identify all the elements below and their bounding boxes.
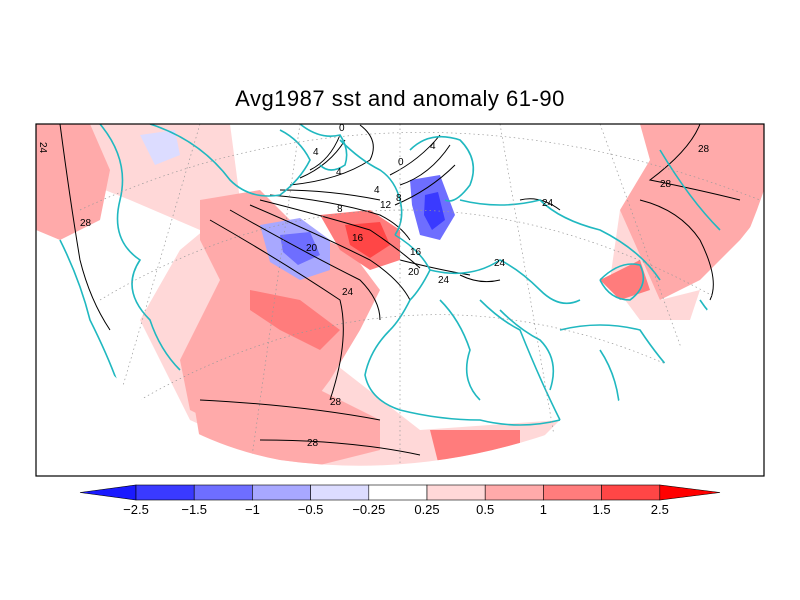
- contour-line: [299, 139, 346, 179]
- contour-line: [229, 209, 381, 321]
- anomaly-greenland-negative: [140, 130, 180, 165]
- colorbar: −2.5 −1.5 −1 −0.5 −0.25 0.25 0.5 1 1.5 2.5: [79, 484, 721, 517]
- contour-line: [394, 164, 456, 206]
- contour-label: 28: [660, 179, 672, 190]
- colorbar-tick-label: −1.5: [181, 502, 207, 517]
- colorbar-tick-label: −2.5: [123, 502, 149, 517]
- colorbar-segment: [426, 484, 486, 501]
- colorbar-arrow-high: [659, 484, 721, 501]
- contour-label: 28: [330, 397, 342, 408]
- colorbar-segment: [368, 484, 428, 501]
- contour-line: [399, 259, 471, 276]
- contour-label: 20: [408, 267, 420, 278]
- colorbar-tick-label: 0.25: [414, 502, 439, 517]
- anomaly-faint-positive-area: [36, 124, 560, 466]
- contour-line: [279, 189, 381, 201]
- anomaly-med-positive: [430, 430, 520, 466]
- contour-line: [59, 124, 111, 331]
- contour-line: [389, 134, 441, 176]
- contour-label: 24: [542, 198, 554, 209]
- contour-label: 8: [396, 193, 402, 204]
- colorbar-tick-label: 1: [540, 502, 547, 517]
- contour-line: [269, 194, 411, 241]
- contour-line: [459, 274, 501, 283]
- contour-label: 24: [494, 258, 506, 269]
- contour-label: 4: [374, 185, 380, 196]
- contour-line: [399, 144, 451, 186]
- colorbar-segment: [484, 484, 544, 501]
- colorbar-segment: [193, 484, 253, 501]
- colorbar-tick-label: 0.5: [476, 502, 494, 517]
- colorbar-tick-label: −1: [245, 502, 260, 517]
- contour-label: 0: [398, 157, 404, 168]
- colorbar-segment: [252, 484, 311, 501]
- colorbar-tick-label: −0.5: [298, 502, 324, 517]
- contour-label: 24: [37, 142, 48, 154]
- contour-label: 8: [337, 204, 343, 215]
- contour-label: 16: [352, 233, 364, 244]
- contour-label: 4: [430, 141, 436, 152]
- contour-label: 24: [342, 287, 354, 298]
- anomaly-left-edge-area: [36, 124, 110, 240]
- contour-line: [309, 134, 341, 171]
- contour-label: 4: [336, 167, 342, 178]
- map-frame: [35, 123, 765, 477]
- contour-label: 28: [80, 218, 92, 229]
- contour-label: 20: [306, 243, 318, 254]
- contour-line: [289, 124, 374, 186]
- sst-contours: [59, 124, 741, 456]
- contour-label: 4: [313, 147, 319, 158]
- colorbar-segment: [543, 484, 602, 501]
- colorbar-tick-label: −0.25: [352, 502, 385, 517]
- colorbar-tick-label: 1.5: [593, 502, 611, 517]
- contour-line: [259, 439, 421, 456]
- contour-label: 24: [438, 275, 450, 286]
- contour-line: [199, 399, 381, 421]
- contour-line: [249, 204, 411, 301]
- contour-label: 28: [698, 144, 710, 155]
- anomaly-black-sea: [600, 260, 650, 300]
- contour-label: 12: [380, 200, 392, 211]
- anomaly-east-positive-area: [620, 124, 764, 300]
- colorbar-segment: [135, 484, 195, 501]
- contour-line: [648, 124, 741, 201]
- contour-label: 28: [307, 438, 319, 449]
- contour-line: [209, 219, 344, 401]
- contour-label: 0: [339, 123, 345, 134]
- anomaly-strong-atlantic-area: [250, 290, 340, 350]
- contour-labels: 0 4 0 4 4 8 4 12 8 16 20 16 20 24 24 24 …: [37, 123, 710, 449]
- contour-label: 16: [410, 247, 422, 258]
- colorbar-segment: [601, 484, 661, 501]
- graticule: [79, 124, 761, 466]
- anomaly-north-sea-core: [345, 222, 390, 258]
- contour-line: [259, 199, 421, 269]
- colorbar-arrow-low: [79, 484, 137, 501]
- colorbar-segment: [310, 484, 370, 501]
- colorbar-tick-label: 2.5: [651, 502, 669, 517]
- contour-line: [639, 199, 714, 301]
- map-title: Avg1987 sst and anomaly 61-90: [235, 86, 565, 111]
